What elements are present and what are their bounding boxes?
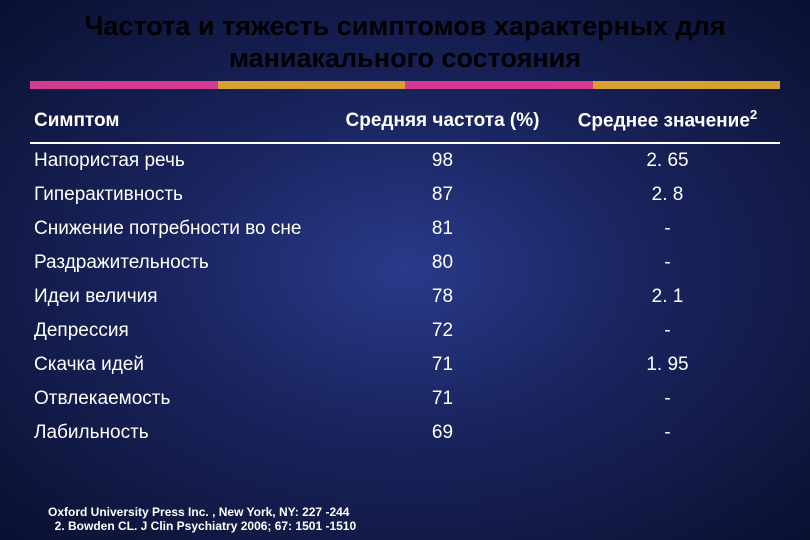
table-row: Напористая речь982. 65 (30, 143, 780, 178)
table-container: Симптом Средняя частота (%) Среднее знач… (0, 89, 810, 450)
cell-frequency: 98 (330, 143, 555, 178)
cell-mean: 1. 95 (555, 348, 780, 382)
cell-mean: 2. 65 (555, 143, 780, 178)
cell-symptom: Гиперактивность (30, 178, 330, 212)
cell-symptom: Депрессия (30, 314, 330, 348)
table-row: Отвлекаемость71- (30, 382, 780, 416)
cell-mean: - (555, 382, 780, 416)
accent-bar (0, 81, 810, 89)
citation-hidden: 1. Goodwin FK, Jamison KR. 1990. Manic-D… (48, 492, 375, 506)
col-frequency: Средняя частота (%) (330, 97, 555, 143)
cell-symptom: Идеи величия (30, 280, 330, 314)
table-row: Снижение потребности во сне81- (30, 212, 780, 246)
bar-seg-4 (593, 81, 781, 89)
citation-line-1: Oxford University Press Inc. , New York,… (48, 505, 349, 519)
cell-symptom: Раздражительность (30, 246, 330, 280)
citation-footer: 1. Goodwin FK, Jamison KR. 1990. Manic-D… (48, 493, 375, 534)
cell-frequency: 71 (330, 382, 555, 416)
table-row: Депрессия72- (30, 314, 780, 348)
symptoms-table: Симптом Средняя частота (%) Среднее знач… (30, 97, 780, 450)
bar-seg-1 (30, 81, 218, 89)
table-row: Лабильность69- (30, 416, 780, 450)
bar-seg-3 (405, 81, 593, 89)
citation-line-2: 2. Bowden CL. J Clin Psychiatry 2006; 67… (55, 519, 356, 533)
cell-mean: - (555, 246, 780, 280)
cell-mean: 2. 1 (555, 280, 780, 314)
cell-frequency: 69 (330, 416, 555, 450)
cell-symptom: Лабильность (30, 416, 330, 450)
bar-seg-2 (218, 81, 406, 89)
table-header-row: Симптом Средняя частота (%) Среднее знач… (30, 97, 780, 143)
col-symptom: Симптом (30, 97, 330, 143)
table-row: Идеи величия782. 1 (30, 280, 780, 314)
cell-mean: - (555, 416, 780, 450)
cell-symptom: Отвлекаемость (30, 382, 330, 416)
cell-frequency: 87 (330, 178, 555, 212)
title-line-1: Частота и тяжесть симптомов характерных … (84, 11, 725, 41)
cell-mean: 2. 8 (555, 178, 780, 212)
table-body: Напористая речь982. 65Гиперактивность872… (30, 143, 780, 450)
cell-symptom: Напористая речь (30, 143, 330, 178)
col-mean-sup: 2 (750, 107, 757, 122)
cell-frequency: 78 (330, 280, 555, 314)
cell-mean: - (555, 212, 780, 246)
col-mean: Среднее значение2 (555, 97, 780, 143)
table-row: Скачка идей711. 95 (30, 348, 780, 382)
cell-symptom: Скачка идей (30, 348, 330, 382)
slide-title: Частота и тяжесть симптомов характерных … (0, 0, 810, 81)
slide: Частота и тяжесть симптомов характерных … (0, 0, 810, 540)
cell-symptom: Снижение потребности во сне (30, 212, 330, 246)
cell-mean: - (555, 314, 780, 348)
cell-frequency: 81 (330, 212, 555, 246)
cell-frequency: 71 (330, 348, 555, 382)
cell-frequency: 72 (330, 314, 555, 348)
col-mean-label: Среднее значение (578, 110, 750, 131)
cell-frequency: 80 (330, 246, 555, 280)
title-line-2: маниакального состояния (229, 43, 581, 73)
table-row: Раздражительность80- (30, 246, 780, 280)
table-row: Гиперактивность872. 8 (30, 178, 780, 212)
